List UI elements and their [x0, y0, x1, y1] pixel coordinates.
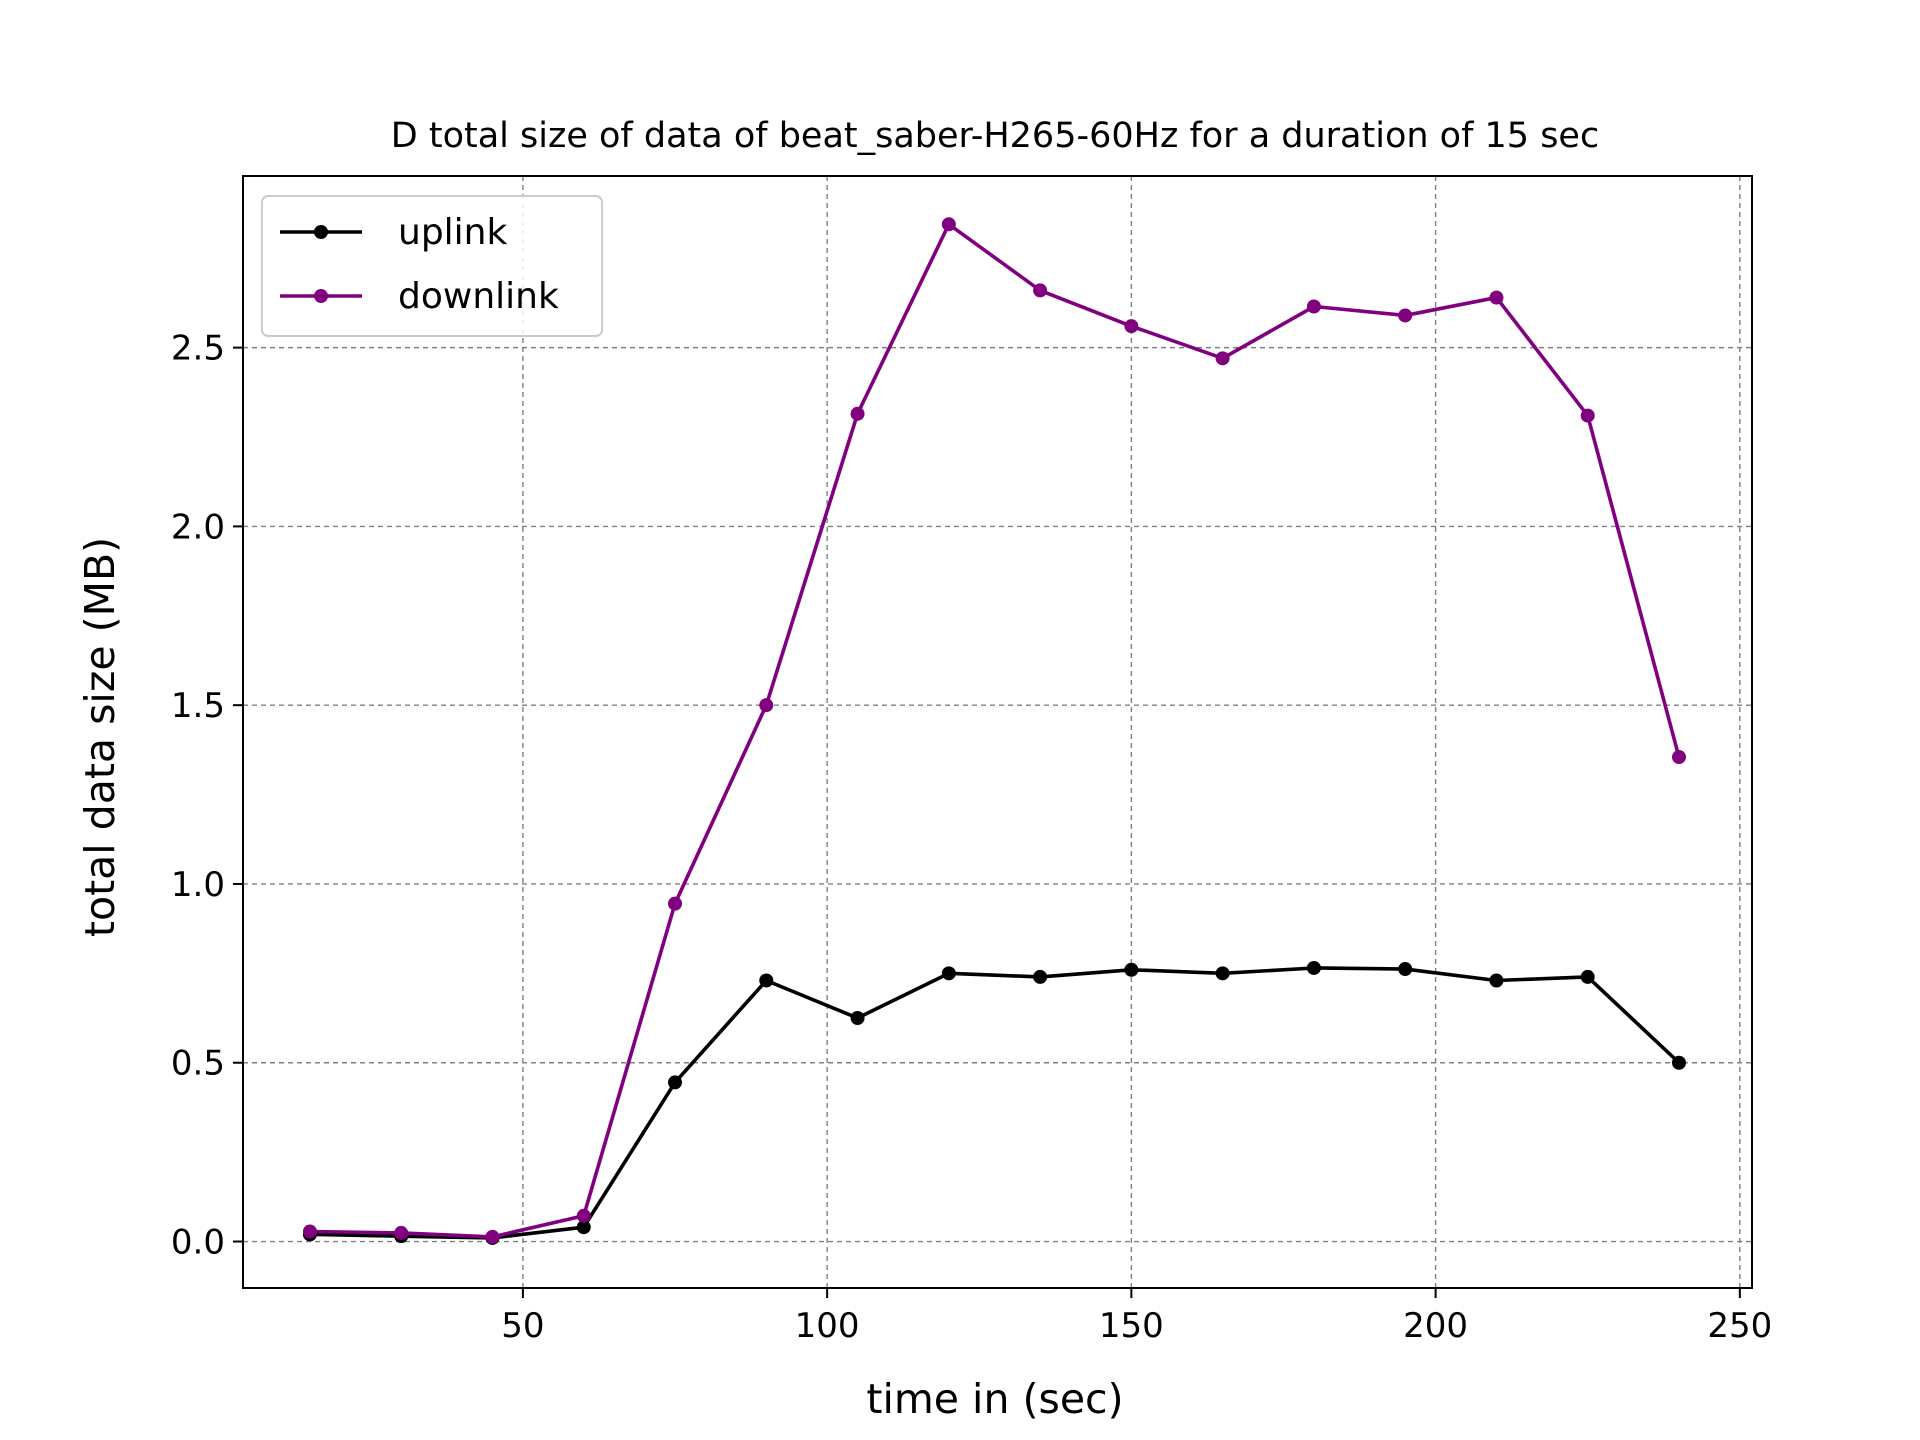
plot-frame [242, 175, 1753, 1289]
y-tick-label-2: 2.0 [171, 507, 225, 547]
series-uplink [302, 960, 1686, 1245]
downlink-point-165 [1215, 351, 1230, 366]
uplink-point-225 [1580, 969, 1595, 984]
uplink-point-150 [1124, 962, 1139, 977]
downlink-point-75 [668, 896, 683, 911]
downlink-point-120 [941, 217, 956, 232]
x-tick-label-250: 250 [1707, 1306, 1772, 1346]
y-tick-label-2_5: 2.5 [171, 329, 225, 369]
uplink-point-165 [1215, 966, 1230, 981]
downlink-point-90 [759, 698, 774, 713]
legend-swatch-marker-uplink [314, 225, 328, 239]
uplink-point-75 [668, 1075, 683, 1090]
downlink-point-180 [1306, 299, 1321, 314]
x-tick-label-200: 200 [1403, 1306, 1468, 1346]
series-downlink [302, 217, 1686, 1244]
downlink-point-60 [576, 1208, 591, 1223]
x-tick-label-50: 50 [501, 1306, 544, 1346]
uplink-point-240 [1671, 1055, 1686, 1070]
uplink-point-195 [1398, 962, 1413, 977]
y-axis-label: total data size (MB) [76, 537, 124, 937]
downlink-point-210 [1489, 290, 1504, 305]
y-tick-label-1: 1.0 [171, 865, 225, 905]
downlink-point-45 [485, 1229, 500, 1244]
legend-item-uplink: uplink [280, 212, 507, 253]
series-layer [302, 217, 1686, 1245]
legend-label-uplink: uplink [398, 212, 507, 253]
legend-swatch-marker-downlink [314, 289, 328, 303]
legend-label-downlink: downlink [398, 276, 559, 317]
downlink-point-240 [1671, 750, 1686, 765]
uplink-point-180 [1306, 960, 1321, 975]
axis-ticks: 50 100 150 200 250 0.0 0.5 1.0 1.5 2.0 2.5 [171, 329, 1772, 1346]
y-tick-label-0: 0.0 [171, 1223, 225, 1263]
downlink-point-150 [1124, 319, 1139, 334]
downlink-point-135 [1033, 283, 1048, 298]
x-tick-label-150: 150 [1099, 1306, 1164, 1346]
legend-item-downlink: downlink [280, 276, 559, 317]
downlink-point-195 [1398, 308, 1413, 323]
x-tick-label-100: 100 [795, 1306, 860, 1346]
downlink-point-15 [302, 1224, 317, 1239]
uplink-point-60 [576, 1220, 591, 1235]
uplink-point-90 [759, 973, 774, 988]
downlink-line [308, 222, 1681, 1239]
x-axis-label: time in (sec) [866, 1375, 1123, 1423]
uplink-point-135 [1033, 969, 1048, 984]
downlink-point-225 [1580, 408, 1595, 423]
downlink-point-30 [394, 1225, 409, 1240]
uplink-line [308, 966, 1681, 1240]
uplink-point-210 [1489, 973, 1504, 988]
legend: uplink downlink [261, 195, 603, 337]
chart-title: D total size of data of beat_saber-H265-… [391, 116, 1599, 156]
uplink-point-120 [941, 966, 956, 981]
y-tick-label-0_5: 0.5 [171, 1044, 225, 1084]
y-tick-label-1_5: 1.5 [171, 686, 225, 726]
downlink-point-105 [850, 406, 865, 421]
uplink-point-105 [850, 1011, 865, 1026]
